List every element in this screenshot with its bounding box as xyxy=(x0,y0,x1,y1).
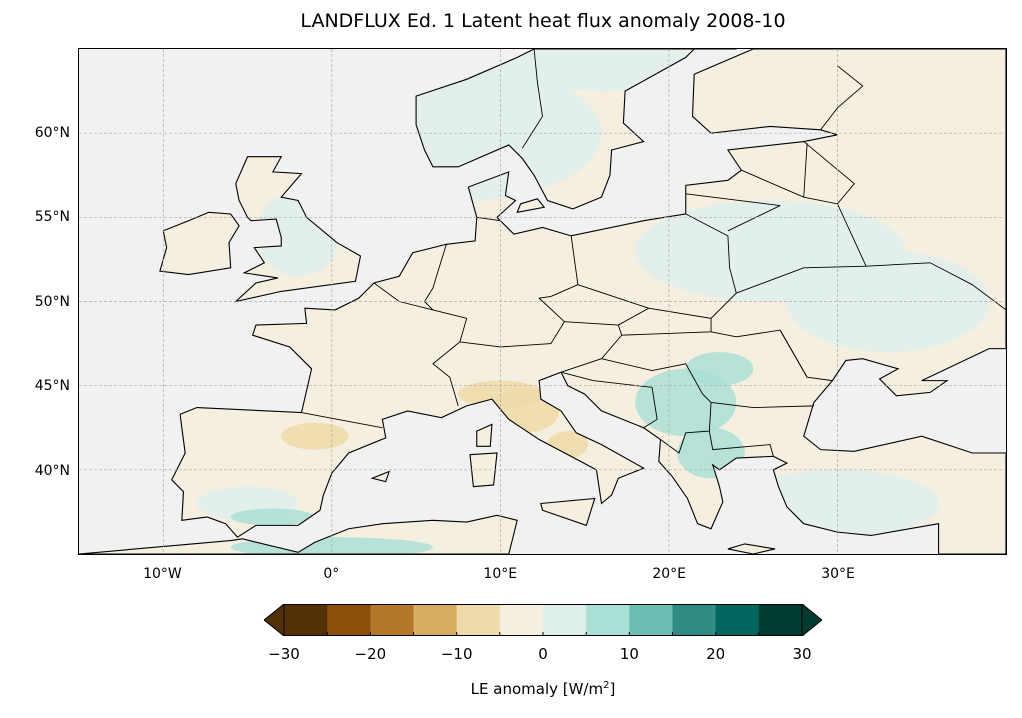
anomaly-patch xyxy=(685,352,754,386)
map-panel xyxy=(78,48,1007,555)
border-line xyxy=(711,330,832,381)
colorbar-label-sup: 2 xyxy=(603,680,610,691)
anomaly-patch xyxy=(677,427,745,479)
land-ireland xyxy=(159,212,240,275)
coastline-mallorca xyxy=(372,472,389,482)
colorbar-tick-label: 0 xyxy=(538,645,548,663)
colorbar-extend-low xyxy=(264,604,285,636)
border-line xyxy=(618,308,648,325)
lon-tick-label: 0° xyxy=(323,566,340,582)
lon-tick-label: 20°E xyxy=(652,566,687,582)
colorbar-segment xyxy=(456,604,501,636)
colorbar-label-text: LE anomaly [W/m xyxy=(470,680,604,698)
colorbar-label-end: ] xyxy=(609,680,616,698)
land-zealand xyxy=(517,198,545,213)
colorbar-extend-high xyxy=(801,604,822,636)
anomaly-patch xyxy=(786,251,990,352)
colorbar-segment xyxy=(715,604,760,636)
border-line xyxy=(477,217,501,220)
lat-tick-label: 55°N xyxy=(34,209,70,225)
colorbar xyxy=(264,604,822,636)
colorbar-segment xyxy=(586,604,630,636)
coastline-crete xyxy=(728,544,775,554)
colorbar-tick-label: −30 xyxy=(268,645,300,663)
colorbar-segment xyxy=(672,604,717,636)
country-borders xyxy=(301,49,1006,456)
border-line xyxy=(425,244,447,310)
lon-tick-label: 10°W xyxy=(143,566,182,582)
land-sardinia xyxy=(470,453,497,487)
colorbar-tick-label: 10 xyxy=(619,645,639,663)
lon-tick-label: 30°E xyxy=(821,566,855,582)
coastline-britain xyxy=(236,157,361,302)
anomaly-patch xyxy=(230,508,315,526)
coastline-corsica xyxy=(477,424,492,446)
colorbar-tick-label: 30 xyxy=(792,645,812,663)
lat-tick-label: 50°N xyxy=(34,293,70,310)
border-line xyxy=(561,372,657,428)
colorbar-segment xyxy=(499,604,544,636)
map-title: LANDFLUX Ed. 1 Latent heat flux anomaly … xyxy=(300,10,786,32)
border-line xyxy=(780,330,807,377)
coastline-africa xyxy=(79,515,517,554)
coastline-sardinia xyxy=(470,453,497,487)
colorbar-segment xyxy=(284,604,328,636)
border-line xyxy=(736,170,866,293)
map-canvas xyxy=(79,49,1006,554)
colorbar-segment xyxy=(543,604,587,636)
border-line xyxy=(686,194,780,206)
border-line xyxy=(522,49,542,148)
border-line xyxy=(866,263,1006,310)
land-sicily xyxy=(540,498,595,526)
border-line xyxy=(374,283,467,406)
border-line xyxy=(460,236,578,347)
coastline-scandinavia xyxy=(416,49,694,209)
border-line xyxy=(804,142,855,204)
lat-tick-label: 45°N xyxy=(34,378,70,394)
border-line xyxy=(709,431,773,456)
colorbar-tick-label: −10 xyxy=(440,645,473,663)
coastline-ireland xyxy=(160,212,239,274)
border-line xyxy=(301,413,382,428)
lat-tick-label: 60°N xyxy=(34,124,70,141)
border-line xyxy=(804,143,807,197)
anomaly-patch xyxy=(281,422,349,450)
colorbar-tick-label: −20 xyxy=(354,645,387,663)
colorbar-label: LE anomaly [W/m2] xyxy=(471,680,616,698)
gridlines xyxy=(79,49,1006,554)
anomaly-patch xyxy=(432,74,535,108)
colorbar-segment xyxy=(413,604,458,636)
coastline-sicily xyxy=(541,498,595,525)
lat-tick-label: 40°N xyxy=(34,462,70,479)
lon-tick-label: 10°E xyxy=(483,566,518,582)
border-line xyxy=(728,206,780,231)
colorbar-segment xyxy=(758,604,803,636)
colorbar-segment xyxy=(370,604,414,636)
colorbar-segment xyxy=(327,604,371,636)
border-line xyxy=(601,359,813,408)
border-line xyxy=(660,403,711,454)
colorbar-tick-label: 20 xyxy=(706,645,726,663)
colorbar-segment xyxy=(629,604,673,636)
coastline-zealand xyxy=(517,199,544,212)
border-line xyxy=(821,66,863,130)
